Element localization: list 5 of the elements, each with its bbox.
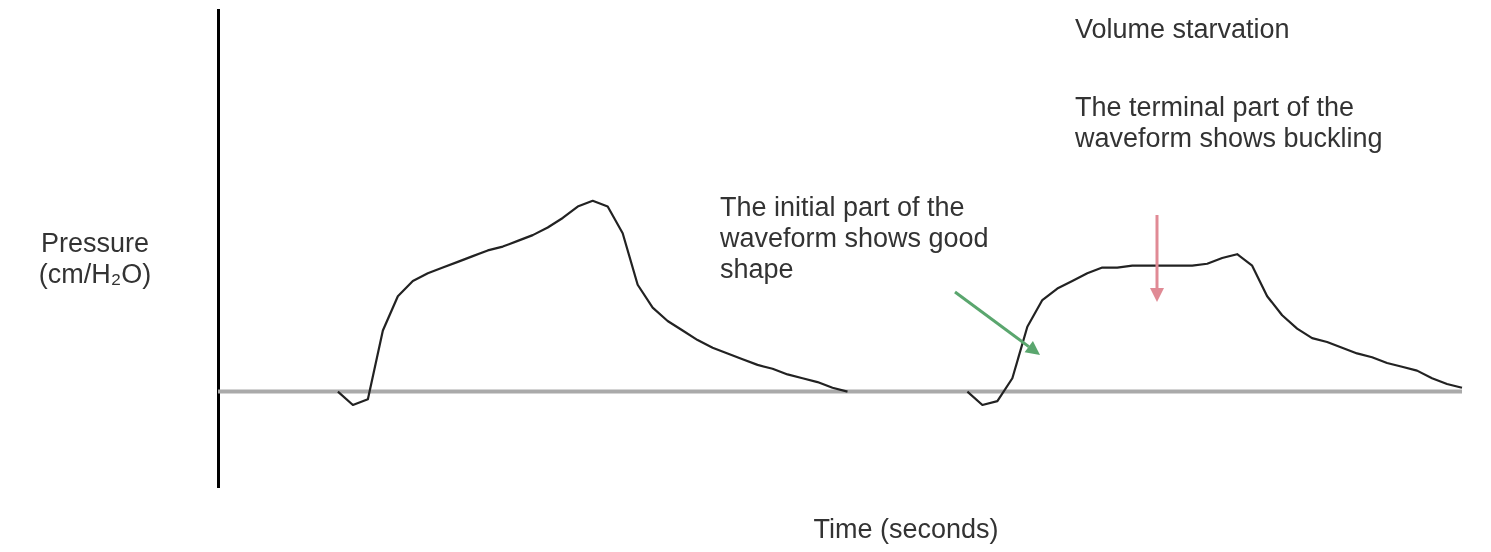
- x-axis-title: Time (seconds): [812, 514, 1000, 546]
- y-axis-title: Pressure (cm/H₂O): [37, 228, 153, 291]
- annotation: The initial part of the waveform shows good shape: [720, 192, 990, 286]
- chart-title: Volume starvation: [1075, 14, 1290, 46]
- text: The terminal part of the waveform shows buckling: [1075, 92, 1384, 155]
